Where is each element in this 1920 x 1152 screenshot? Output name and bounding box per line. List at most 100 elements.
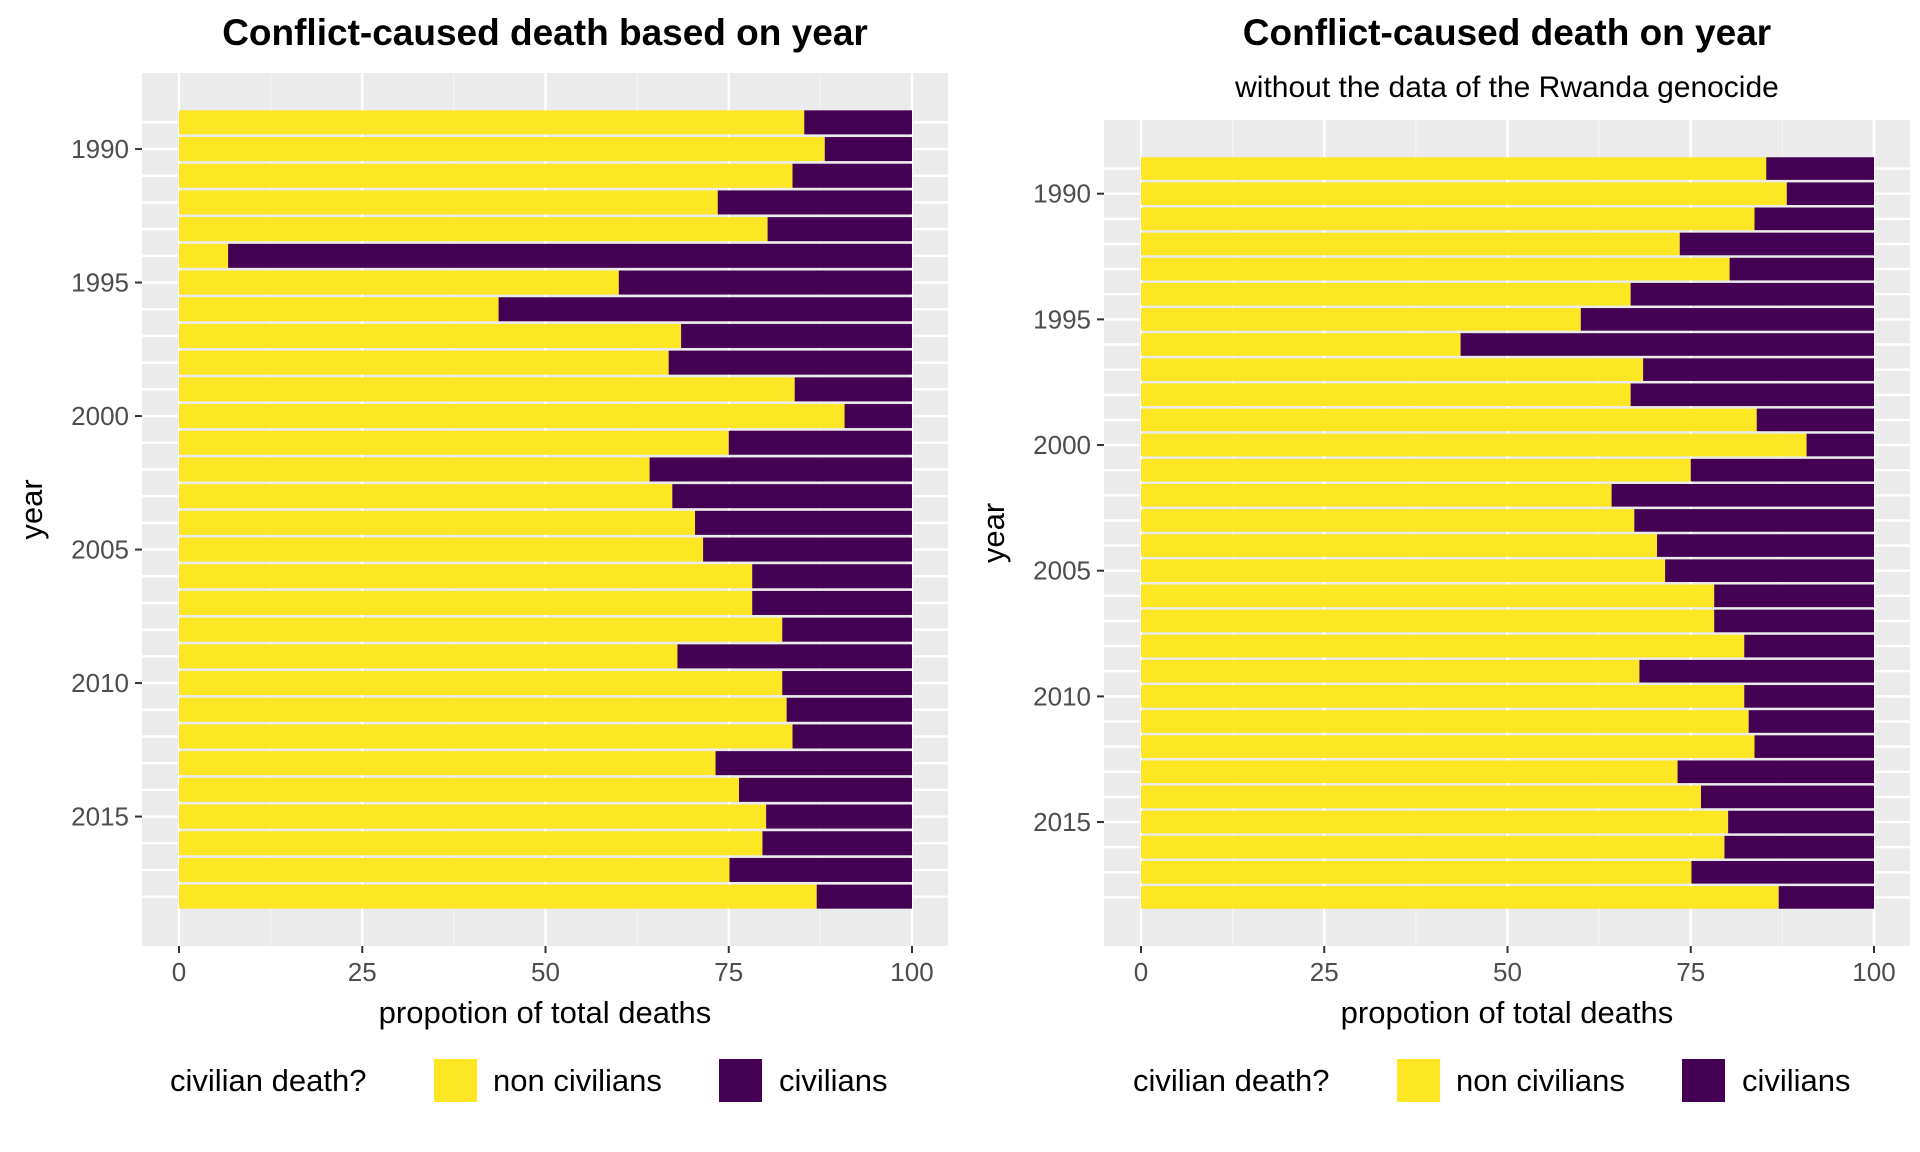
y-tick-label: 2010 <box>1033 681 1091 711</box>
y-tick-label: 1995 <box>71 268 129 298</box>
x-tick-label: 25 <box>348 957 377 987</box>
bar-non-civilians <box>179 217 768 242</box>
bar-civilians <box>1714 584 1874 608</box>
bar-non-civilians <box>179 484 673 509</box>
legend-swatch-civilians <box>1682 1059 1725 1102</box>
bar-civilians <box>1677 760 1874 784</box>
bar-civilians <box>1714 609 1874 633</box>
bar-non-civilians <box>179 457 650 482</box>
bar-civilians <box>816 884 912 909</box>
x-tick-label: 50 <box>1493 957 1522 987</box>
bar-non-civilians <box>179 697 787 722</box>
chart-title: Conflict-caused death on year <box>1243 12 1771 53</box>
bar-civilians <box>1630 383 1874 407</box>
bar-civilians <box>739 777 912 802</box>
bar-non-civilians <box>1141 207 1755 231</box>
bar-civilians <box>762 831 912 856</box>
bar-civilians <box>752 564 912 589</box>
y-axis-title: year <box>976 503 1011 563</box>
bar-non-civilians <box>179 777 740 802</box>
bar-non-civilians <box>1141 308 1581 331</box>
x-tick-label: 100 <box>1852 957 1895 987</box>
bar-non-civilians <box>179 270 619 295</box>
bar-civilians <box>1643 358 1874 381</box>
y-tick-label: 1990 <box>1033 179 1091 209</box>
bar-civilians <box>618 270 912 295</box>
bar-non-civilians <box>1141 333 1461 356</box>
legend-label-civilians: civilians <box>1742 1063 1851 1098</box>
bar-non-civilians <box>1141 634 1745 658</box>
bar-non-civilians <box>179 163 793 188</box>
bar-civilians <box>1756 408 1874 432</box>
bar-non-civilians <box>179 590 753 615</box>
bar-non-civilians <box>1141 483 1612 507</box>
bar-civilians <box>1786 182 1874 206</box>
bar-civilians <box>228 243 913 268</box>
bar-civilians <box>792 163 912 188</box>
x-axis-title: propotion of total deaths <box>1341 995 1674 1030</box>
bar-civilians <box>792 724 912 749</box>
bar-civilians <box>1460 333 1874 356</box>
bar-non-civilians <box>179 671 783 696</box>
bar-non-civilians <box>1141 860 1692 884</box>
bar-non-civilians <box>179 297 499 322</box>
bar-civilians <box>1754 735 1874 758</box>
legend-label-non-civilians: non civilians <box>493 1063 662 1098</box>
bar-civilians <box>1724 835 1874 859</box>
y-tick-label: 2015 <box>1033 807 1091 837</box>
bar-non-civilians <box>179 804 767 829</box>
bar-civilians <box>695 510 912 535</box>
bar-non-civilians <box>179 243 229 268</box>
bar-non-civilians <box>1141 735 1755 758</box>
bar-non-civilians <box>1141 282 1631 306</box>
bar-non-civilians <box>179 404 845 429</box>
bar-civilians <box>1639 659 1874 683</box>
x-tick-label: 0 <box>172 957 186 987</box>
bar-civilians <box>677 644 912 669</box>
legend-title: civilian death? <box>170 1063 366 1098</box>
x-tick-label: 100 <box>890 957 933 987</box>
bar-non-civilians <box>1141 609 1715 633</box>
bar-non-civilians <box>179 510 696 535</box>
y-tick-label: 2010 <box>71 668 129 698</box>
bar-non-civilians <box>1141 835 1725 859</box>
bar-civilians <box>728 430 912 455</box>
bar-non-civilians <box>179 857 730 882</box>
bar-civilians <box>681 323 912 348</box>
bar-civilians <box>794 377 912 402</box>
bar-non-civilians <box>1141 559 1666 583</box>
bar-civilians <box>1744 685 1874 708</box>
y-tick-label: 2000 <box>71 401 129 431</box>
bar-civilians <box>1665 559 1874 583</box>
bar-civilians <box>786 697 912 722</box>
chart-subtitle: without the data of the Rwanda genocide <box>1234 71 1779 104</box>
bar-non-civilians <box>179 724 793 749</box>
bar-civilians <box>844 404 912 429</box>
bar-civilians <box>804 110 912 135</box>
bar-non-civilians <box>1141 433 1807 457</box>
bar-civilians <box>1778 886 1874 909</box>
bar-civilians <box>1806 433 1874 457</box>
y-axis-title: year <box>14 479 49 539</box>
bar-civilians <box>766 804 912 829</box>
bar-civilians <box>498 297 912 322</box>
bar-civilians <box>1634 509 1874 532</box>
legend: civilian death? non civilians civilians <box>1133 1059 1851 1102</box>
y-tick-label: 1990 <box>71 134 129 164</box>
legend-label-non-civilians: non civilians <box>1456 1063 1625 1098</box>
bar-civilians <box>1744 634 1874 658</box>
bar-non-civilians <box>179 537 704 562</box>
bar-civilians <box>717 190 912 215</box>
bar-non-civilians <box>179 831 763 856</box>
bar-non-civilians <box>1141 886 1779 909</box>
bar-non-civilians <box>179 323 682 348</box>
bar-non-civilians <box>179 751 716 776</box>
bar-civilians <box>649 457 912 482</box>
bar-non-civilians <box>1141 358 1644 381</box>
legend: civilian death? non civilians civilians <box>170 1059 888 1102</box>
y-tick-label: 2005 <box>1033 556 1091 586</box>
bar-civilians <box>1630 282 1874 306</box>
bar-non-civilians <box>1141 509 1635 532</box>
bar-non-civilians <box>1141 785 1702 809</box>
y-tick-label: 2005 <box>71 535 129 565</box>
